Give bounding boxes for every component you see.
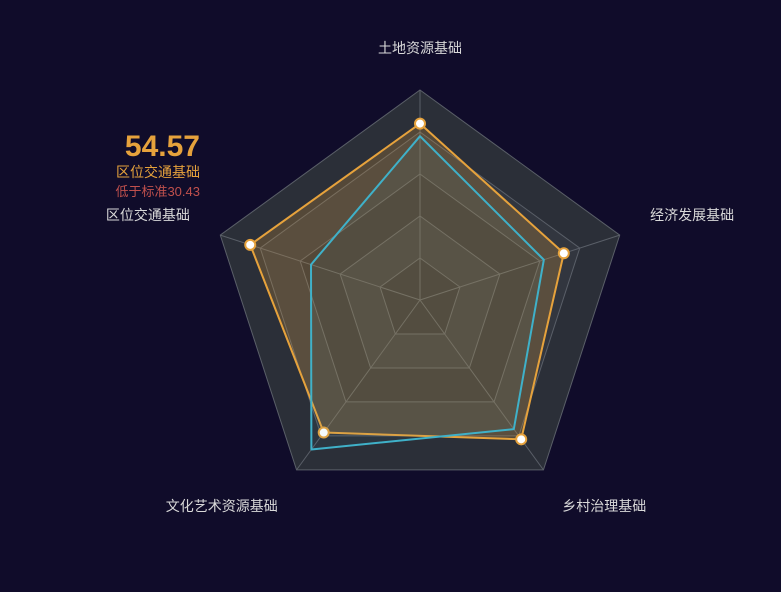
radar-axis-label: 区位交通基础 [106,205,190,225]
radar-axis-label: 乡村治理基础 [562,496,646,516]
radar-axis-label: 经济发展基础 [650,205,734,225]
radar-chart [0,0,781,592]
radar-axis-label: 文化艺术资源基础 [166,496,278,516]
radar-series-marker [559,248,569,258]
radar-series-marker [415,119,425,129]
callout-label: 区位交通基础 [115,163,200,183]
radar-series-marker [245,240,255,250]
callout-value: 54.57 [115,130,200,163]
callout-subtext: 低于标准30.43 [115,183,200,201]
callout-panel: 54.57 区位交通基础 低于标准30.43 [115,130,200,201]
radar-axis-label: 土地资源基础 [378,38,462,58]
radar-series-marker [516,434,526,444]
